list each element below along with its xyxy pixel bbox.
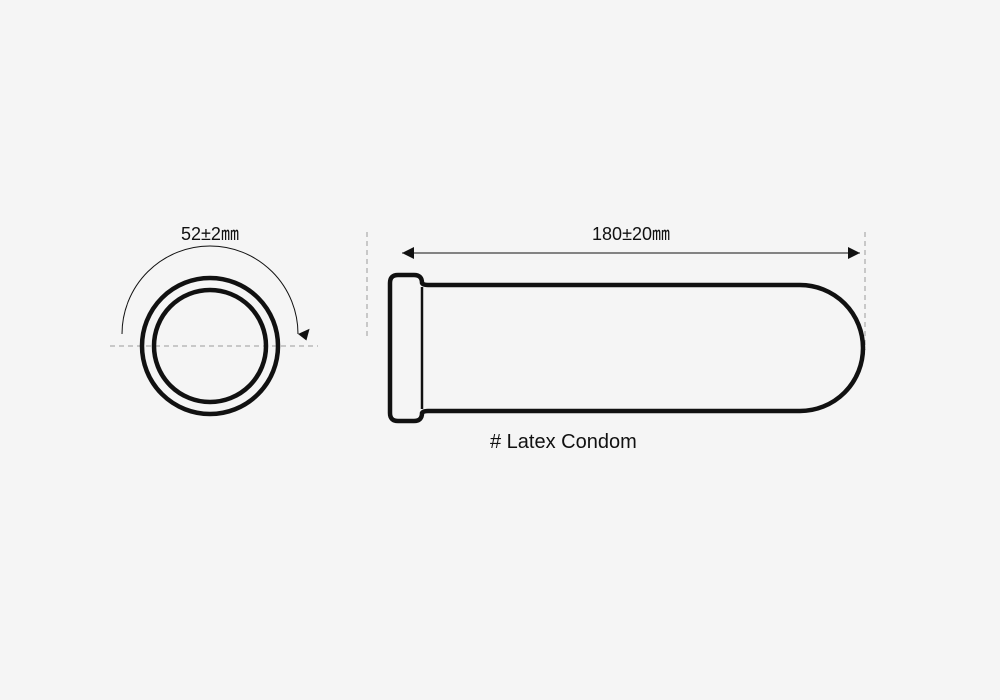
diagram-caption: # Latex Condom [490,431,637,453]
ring-dimension-label: 52±2㎜ [181,224,239,244]
condom-side-outline [390,275,863,421]
diagram-stage: 52±2㎜ 180±20㎜ # Latex Condom [0,0,1000,700]
length-arrow-right [848,247,860,259]
length-arrow-left [402,247,414,259]
length-dimension-label: 180±20㎜ [592,224,670,244]
ring-arc-arrow [298,329,311,341]
diagram-svg: 52±2㎜ 180±20㎜ # Latex Condom [0,0,1000,700]
